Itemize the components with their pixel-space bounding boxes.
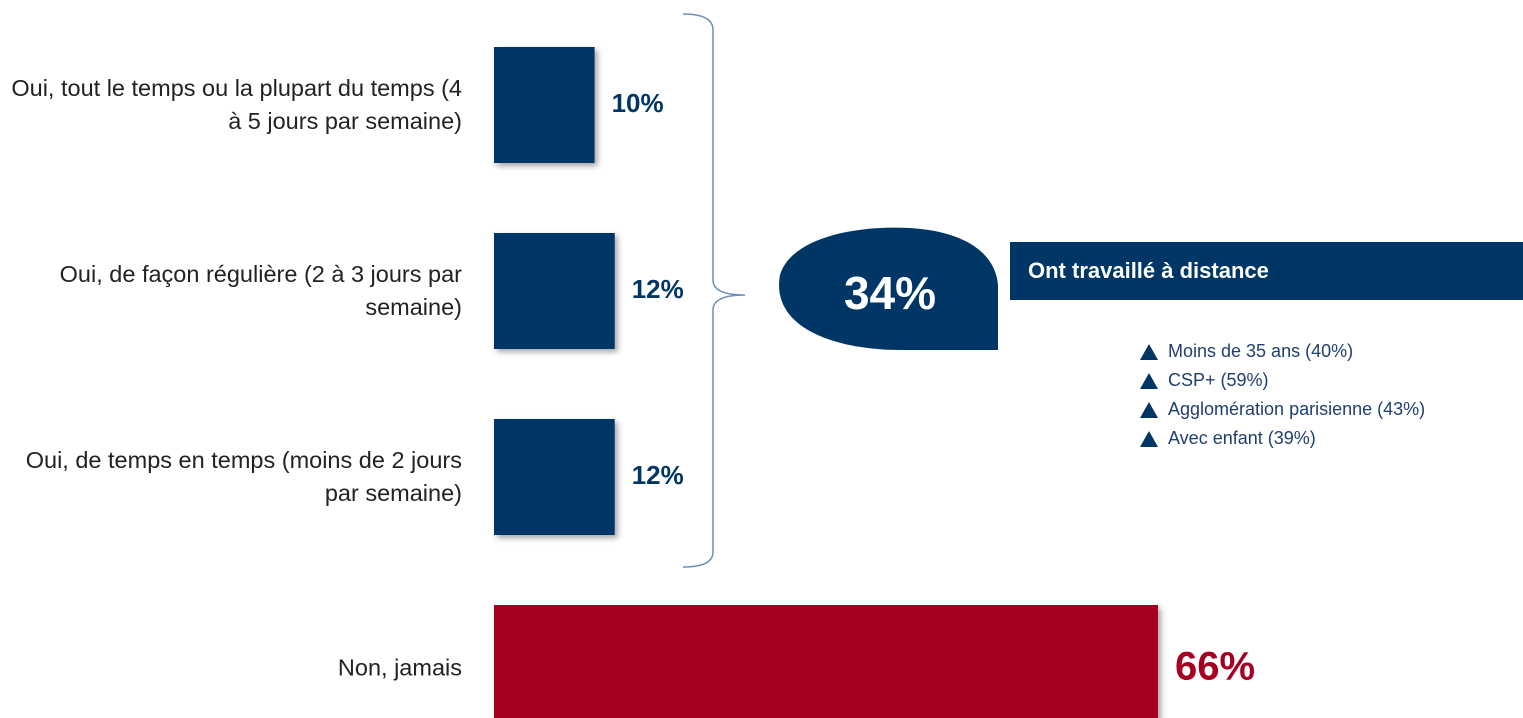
- value-label: 66%: [1175, 645, 1255, 689]
- value-label: 12%: [632, 274, 684, 304]
- value-label: 10%: [612, 88, 664, 118]
- note: Avec enfant (39%): [1168, 428, 1316, 448]
- category-label: Oui, de façon régulière (2 à 3 jours par…: [59, 261, 462, 320]
- value-label: 12%: [632, 460, 684, 490]
- note: Agglomération parisienne (43%): [1168, 399, 1425, 419]
- note: Moins de 35 ans (40%): [1168, 341, 1353, 361]
- category-label: Oui, de temps en temps (moins de 2 jours…: [25, 447, 462, 506]
- bar: [494, 605, 1158, 718]
- bar: [494, 47, 595, 163]
- total-badge: [779, 227, 998, 350]
- bullet-icon: [1140, 373, 1158, 389]
- total-text: Ont travaillé à distance: [1028, 258, 1269, 283]
- bracket: [682, 13, 746, 568]
- bar: [494, 233, 615, 349]
- bullet-icon: [1140, 402, 1158, 418]
- bullet-icon: [1140, 344, 1158, 360]
- total-banner: [1010, 242, 1523, 300]
- category-label: Non, jamais: [337, 654, 462, 681]
- total-label: 34%: [844, 267, 936, 319]
- bullet-icon: [1140, 431, 1158, 447]
- category-label: Oui, tout le temps ou la plupart du temp…: [11, 75, 462, 134]
- bar: [494, 419, 615, 535]
- note: CSP+ (59%): [1168, 370, 1269, 390]
